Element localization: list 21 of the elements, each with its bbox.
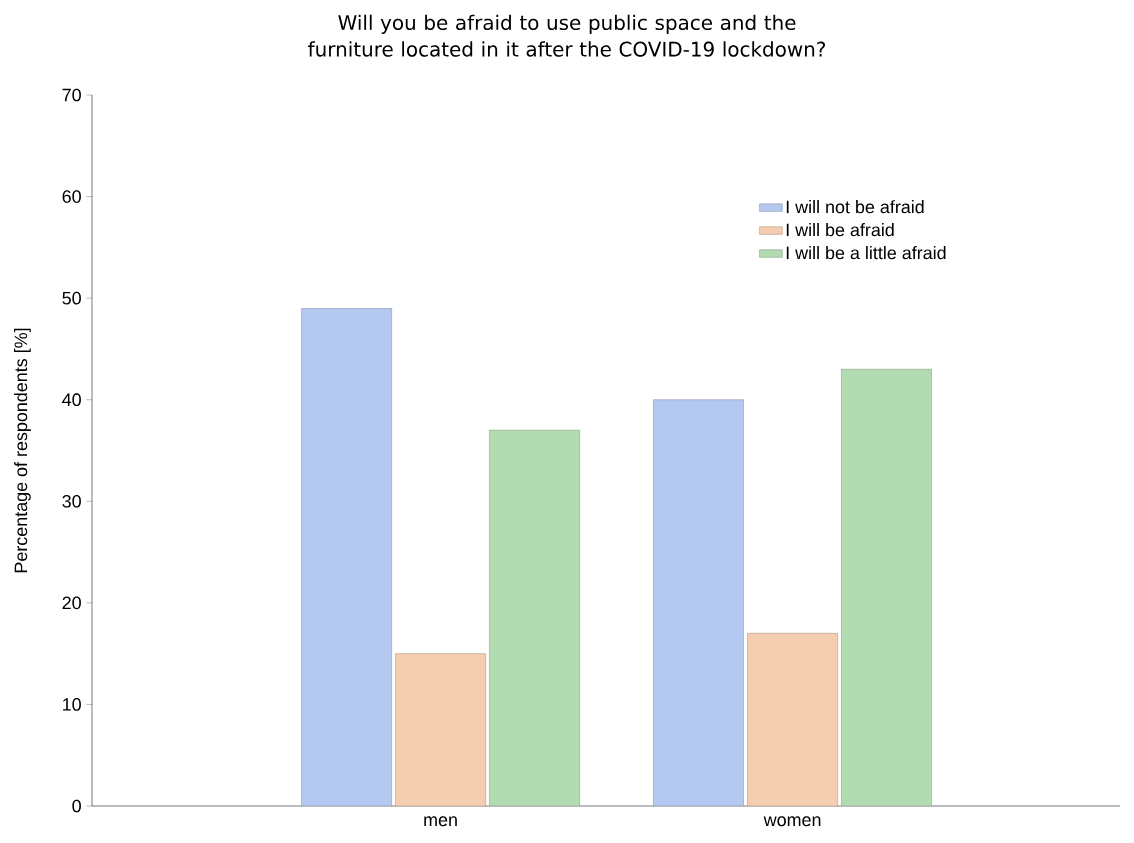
- y-tick-label: 40: [62, 393, 81, 407]
- y-tick-label: 30: [62, 494, 81, 508]
- legend-label: I will not be afraid: [786, 200, 924, 214]
- bar: [653, 399, 744, 806]
- bar: [841, 368, 932, 806]
- y-tick-label: 20: [62, 596, 81, 610]
- bar: [489, 429, 580, 806]
- y-tick-label: 10: [63, 698, 81, 711]
- bar: [301, 308, 392, 806]
- legend-label: I will be afraid: [786, 223, 894, 237]
- x-tick-label: men: [424, 816, 457, 827]
- y-tick-label: 0: [72, 799, 81, 813]
- chart-title: Will you be afraid to use public space and the furniture located in it after the COVID-19 lockdown?: [308, 14, 826, 57]
- legend-label: I will be a little afraid: [786, 246, 946, 260]
- y-tick-label: 70: [62, 88, 81, 102]
- bar: [395, 653, 486, 806]
- bar: [747, 633, 838, 806]
- y-tick-label: 60: [62, 190, 81, 203]
- y-axis-title: Percentage of respondents [%]: [14, 328, 31, 573]
- y-tick-label: 50: [62, 291, 81, 305]
- x-tick-label: women: [763, 816, 821, 827]
